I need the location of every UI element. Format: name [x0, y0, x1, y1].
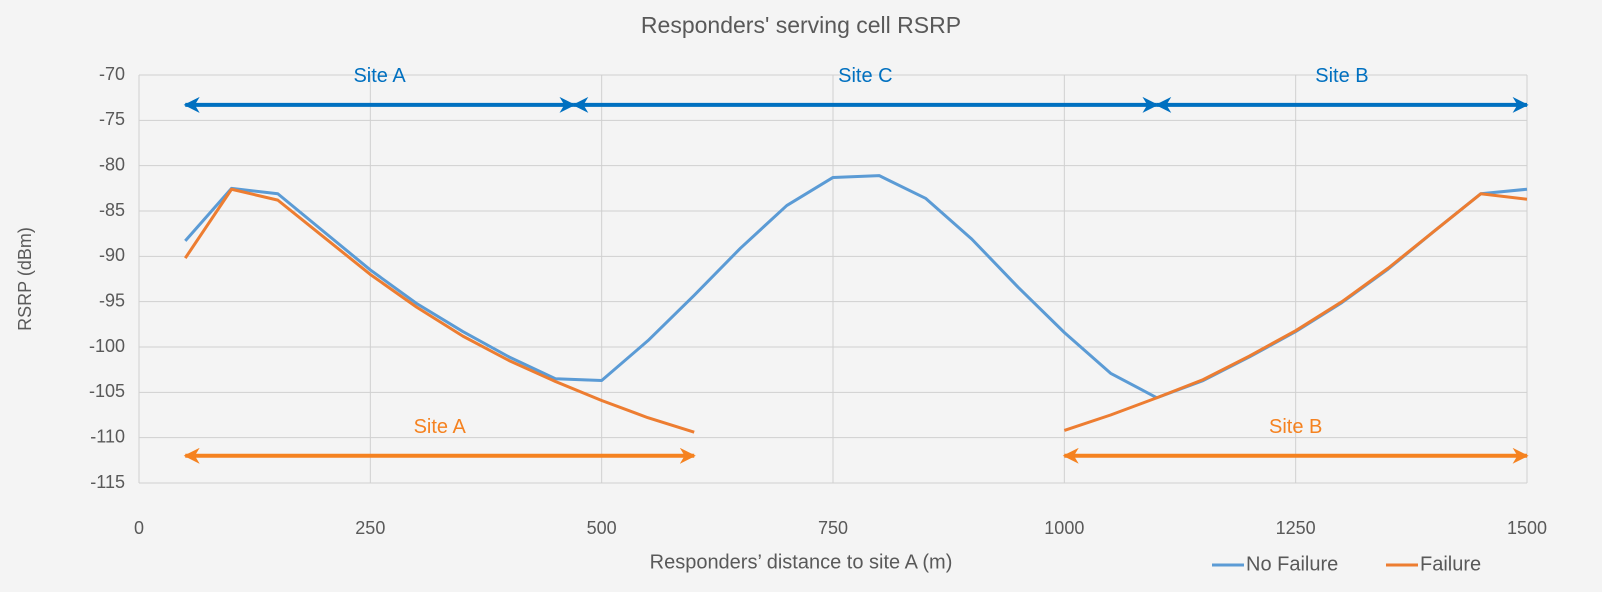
x-axis-label: Responders’ distance to site A (m) — [650, 551, 953, 573]
x-tick-label: 1500 — [1507, 518, 1547, 538]
annotation-label: Site B — [1269, 416, 1322, 438]
y-tick-label: -95 — [99, 290, 125, 310]
y-tick-label: -105 — [89, 381, 125, 401]
annotation-label: Site A — [353, 65, 406, 87]
legend-label: No Failure — [1246, 553, 1338, 575]
series-line — [184, 187, 1528, 434]
x-tick-label: 0 — [134, 518, 144, 538]
y-tick-label: -70 — [99, 64, 125, 84]
annotation-label: Site A — [414, 416, 467, 438]
x-tick-label: 250 — [355, 518, 385, 538]
annotation-label: Site C — [838, 65, 892, 87]
legend-label: Failure — [1420, 553, 1481, 575]
y-tick-label: -110 — [90, 426, 125, 446]
y-tick-label: -90 — [99, 245, 125, 265]
y-axis-label: RSRP (dBm) — [15, 227, 35, 331]
y-tick-label: -100 — [89, 336, 125, 356]
annotation-label: Site B — [1315, 65, 1368, 87]
y-tick-label: -80 — [99, 154, 125, 174]
y-tick-label: -85 — [99, 200, 125, 220]
chart-title: Responders' serving cell RSRP — [641, 12, 961, 38]
x-tick-label: 750 — [818, 518, 848, 538]
x-tick-label: 1250 — [1276, 518, 1316, 538]
x-tick-label: 500 — [587, 518, 617, 538]
y-tick-label: -75 — [99, 109, 125, 129]
y-tick-label: -115 — [90, 472, 125, 492]
x-tick-label: 1000 — [1044, 518, 1084, 538]
